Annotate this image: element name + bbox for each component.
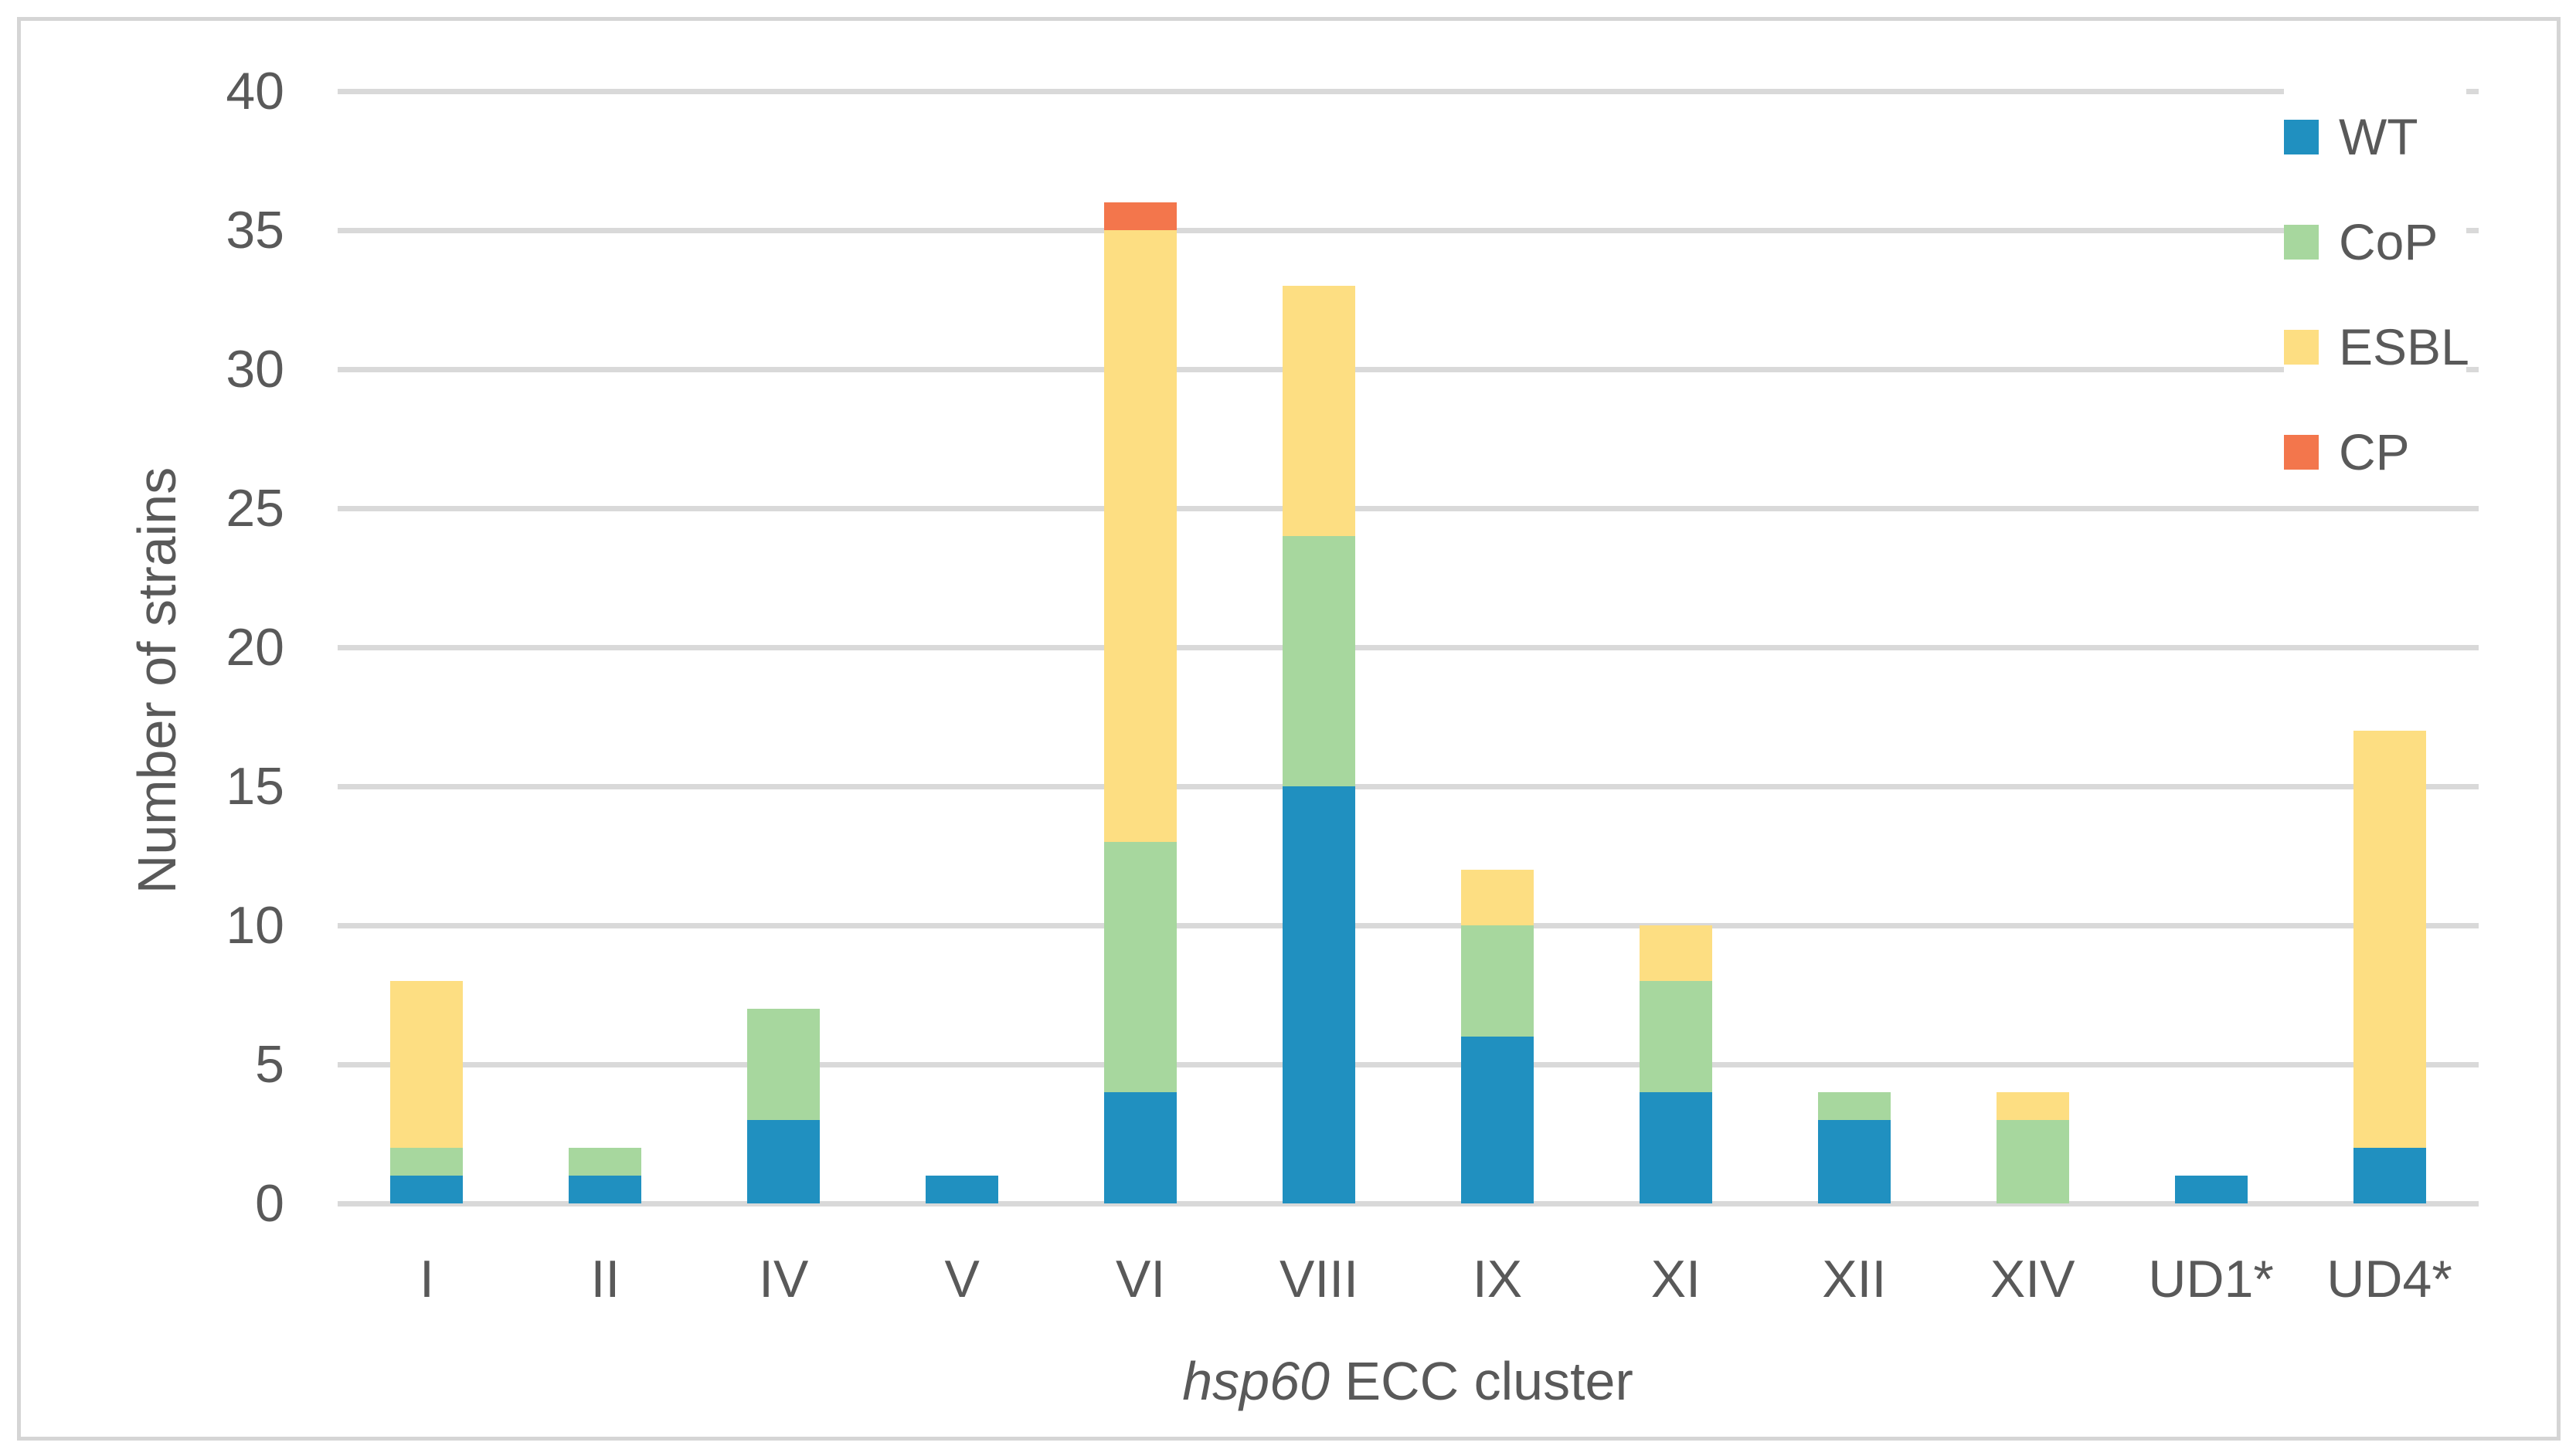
gridline-y-5 [338, 1061, 2479, 1067]
bar-segment-IX-ESBL [1460, 870, 1534, 925]
bar-segment-VIII-CoP [1283, 536, 1356, 786]
legend-swatch-esbl [2284, 329, 2319, 365]
legend: WT CoP ESBL CP [2284, 74, 2469, 501]
gridline-y-0 [338, 1200, 2479, 1207]
gridline-y-35 [338, 227, 2479, 233]
bar-segment-VIII-ESBL [1283, 286, 1356, 536]
x-tick-label-II: II [590, 1250, 620, 1308]
bar-VIII [1283, 286, 1356, 1203]
x-axis-title-rest: ECC cluster [1329, 1351, 1633, 1411]
bar-VI [1104, 202, 1178, 1203]
bar-segment-VI-WT [1104, 1092, 1178, 1203]
x-tick-label-UD4*: UD4* [2326, 1250, 2452, 1308]
legend-item-cp: CP [2284, 423, 2466, 480]
y-tick-label-20: 20 [226, 618, 284, 677]
bar-segment-UD4*-WT [2353, 1148, 2426, 1203]
x-tick-label-XI: XI [1650, 1250, 1701, 1308]
x-tick-label-XII: XII [1822, 1250, 1887, 1308]
bar-segment-II-CoP [569, 1148, 642, 1176]
y-tick-label-40: 40 [226, 62, 284, 120]
legend-swatch-wt [2284, 119, 2319, 154]
bar-segment-XI-WT [1639, 1092, 1712, 1203]
gridline-y-15 [338, 783, 2479, 789]
bar-segment-VI-CP [1104, 202, 1178, 230]
bar-segment-II-WT [569, 1176, 642, 1203]
legend-swatch-cp [2284, 434, 2319, 470]
y-tick-label-5: 5 [255, 1035, 284, 1094]
legend-label-wt: WT [2339, 108, 2418, 165]
bar-segment-IX-CoP [1460, 925, 1534, 1037]
bar-segment-V-WT [926, 1176, 999, 1203]
bar-I [390, 981, 464, 1203]
x-tick-label-UD1*: UD1* [2148, 1250, 2274, 1308]
y-tick-label-0: 0 [255, 1174, 284, 1233]
legend-swatch-cop [2284, 224, 2319, 260]
bar-V [926, 1176, 999, 1203]
bar-segment-VI-CoP [1104, 842, 1178, 1092]
gridline-y-30 [338, 366, 2479, 372]
x-tick-label-XIV: XIV [1990, 1250, 2075, 1308]
x-tick-label-IV: IV [759, 1250, 809, 1308]
legend-item-wt: WT [2284, 108, 2466, 165]
legend-item-cop: CoP [2284, 213, 2466, 270]
y-tick-label-30: 30 [226, 340, 284, 399]
bar-segment-XIV-CoP [1996, 1120, 2069, 1203]
y-tick-label-10: 10 [226, 896, 284, 955]
bar-XIV [1996, 1092, 2069, 1203]
legend-item-esbl: ESBL [2284, 318, 2469, 375]
bar-II [569, 1148, 642, 1203]
legend-label-cop: CoP [2339, 213, 2438, 270]
bar-segment-XII-CoP [1817, 1092, 1891, 1120]
x-tick-label-V: V [944, 1250, 980, 1308]
bar-segment-VI-ESBL [1104, 230, 1178, 842]
bar-segment-XI-CoP [1639, 981, 1712, 1092]
bar-segment-I-WT [390, 1176, 464, 1203]
bar-segment-XI-ESBL [1639, 925, 1712, 981]
bar-segment-UD1*-WT [2174, 1176, 2248, 1203]
bar-XII [1817, 1092, 1891, 1203]
bar-segment-IV-WT [747, 1120, 821, 1203]
gridline-y-10 [338, 922, 2479, 928]
y-tick-label-25: 25 [226, 479, 284, 538]
bar-UD4* [2353, 731, 2426, 1203]
legend-label-esbl: ESBL [2339, 318, 2469, 375]
bar-IX [1460, 870, 1534, 1203]
bar-segment-XII-WT [1817, 1120, 1891, 1203]
bar-segment-XIV-ESBL [1996, 1092, 2069, 1120]
bar-IV [747, 1009, 821, 1203]
bar-UD1* [2174, 1176, 2248, 1203]
x-axis-title: hsp60 ECC cluster [944, 1348, 1871, 1414]
y-tick-label-15: 15 [226, 757, 284, 816]
bar-XI [1639, 925, 1712, 1203]
x-tick-label-VIII: VIII [1280, 1250, 1359, 1308]
bar-segment-IV-CoP [747, 1009, 821, 1120]
bar-segment-VIII-WT [1283, 786, 1356, 1203]
plot-area [338, 88, 2479, 1207]
gridline-y-20 [338, 644, 2479, 650]
bar-segment-I-CoP [390, 1148, 464, 1176]
bar-segment-IX-WT [1460, 1037, 1534, 1203]
y-tick-label-35: 35 [226, 201, 284, 260]
gridline-y-25 [338, 505, 2479, 511]
bar-segment-UD4*-ESBL [2353, 731, 2426, 1148]
bar-segment-I-ESBL [390, 981, 464, 1148]
gridline-y-40 [338, 88, 2479, 94]
x-tick-label-I: I [420, 1250, 434, 1308]
legend-label-cp: CP [2339, 423, 2410, 480]
x-tick-label-IX: IX [1472, 1250, 1523, 1308]
x-tick-label-VI: VI [1116, 1250, 1166, 1308]
x-axis-title-italic: hsp60 [1182, 1351, 1330, 1411]
